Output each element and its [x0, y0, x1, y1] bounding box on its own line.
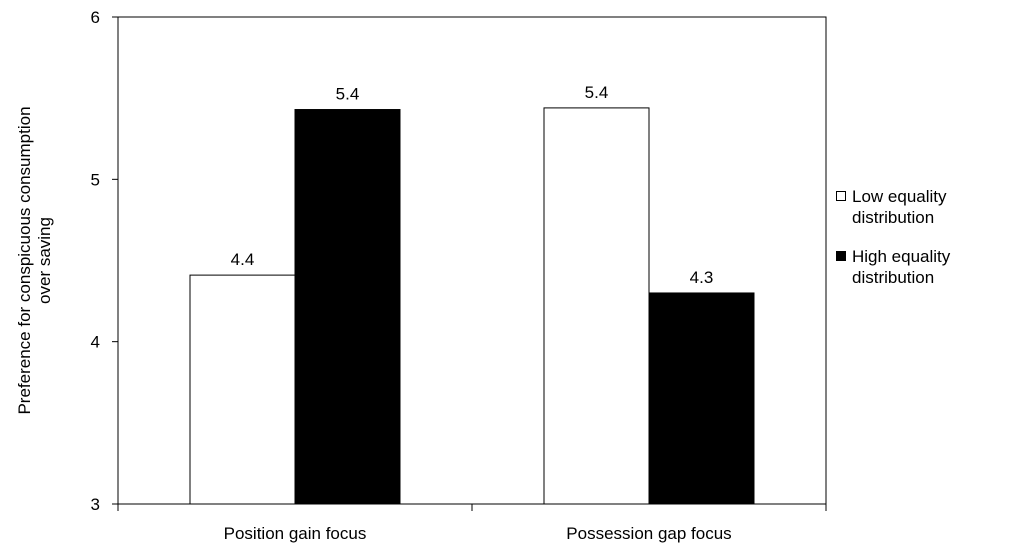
bar	[294, 109, 401, 505]
legend: Low equality distribution High equality …	[836, 186, 1023, 306]
bar-value-label: 4.4	[231, 250, 255, 269]
y-axis: 3 4 5 6	[91, 8, 118, 514]
y-tick-label: 3	[91, 495, 100, 514]
bar	[543, 107, 650, 505]
x-axis: Position gain focus Possession gap focus	[117, 504, 827, 543]
bar	[189, 274, 296, 505]
x-category-label: Position gain focus	[224, 524, 367, 543]
y-axis-title-line: Preference for conspicuous consumption	[15, 106, 34, 414]
legend-item-low-equality: Low equality distribution	[836, 186, 1023, 228]
bar-value-label: 5.4	[336, 85, 360, 104]
y-axis-title: Preference for conspicuous consumptionov…	[15, 106, 54, 414]
legend-item-high-equality: High equality distribution	[836, 246, 1023, 288]
legend-label: Low equality distribution	[852, 187, 947, 227]
legend-swatch-black	[836, 251, 846, 261]
y-tick-label: 4	[91, 333, 100, 352]
legend-swatch-white	[836, 191, 846, 201]
legend-label: High equality distribution	[852, 247, 951, 287]
bar	[648, 292, 755, 505]
bar-value-labels: 4.4 5.4 5.4 4.3	[231, 83, 714, 287]
bar-value-label: 4.3	[690, 268, 714, 287]
bar-value-label: 5.4	[585, 83, 609, 102]
bars	[189, 107, 755, 505]
y-tick-label: 5	[91, 170, 100, 189]
y-axis-title-line: over saving	[35, 217, 54, 304]
x-category-label: Possession gap focus	[566, 524, 731, 543]
y-tick-label: 6	[91, 8, 100, 27]
